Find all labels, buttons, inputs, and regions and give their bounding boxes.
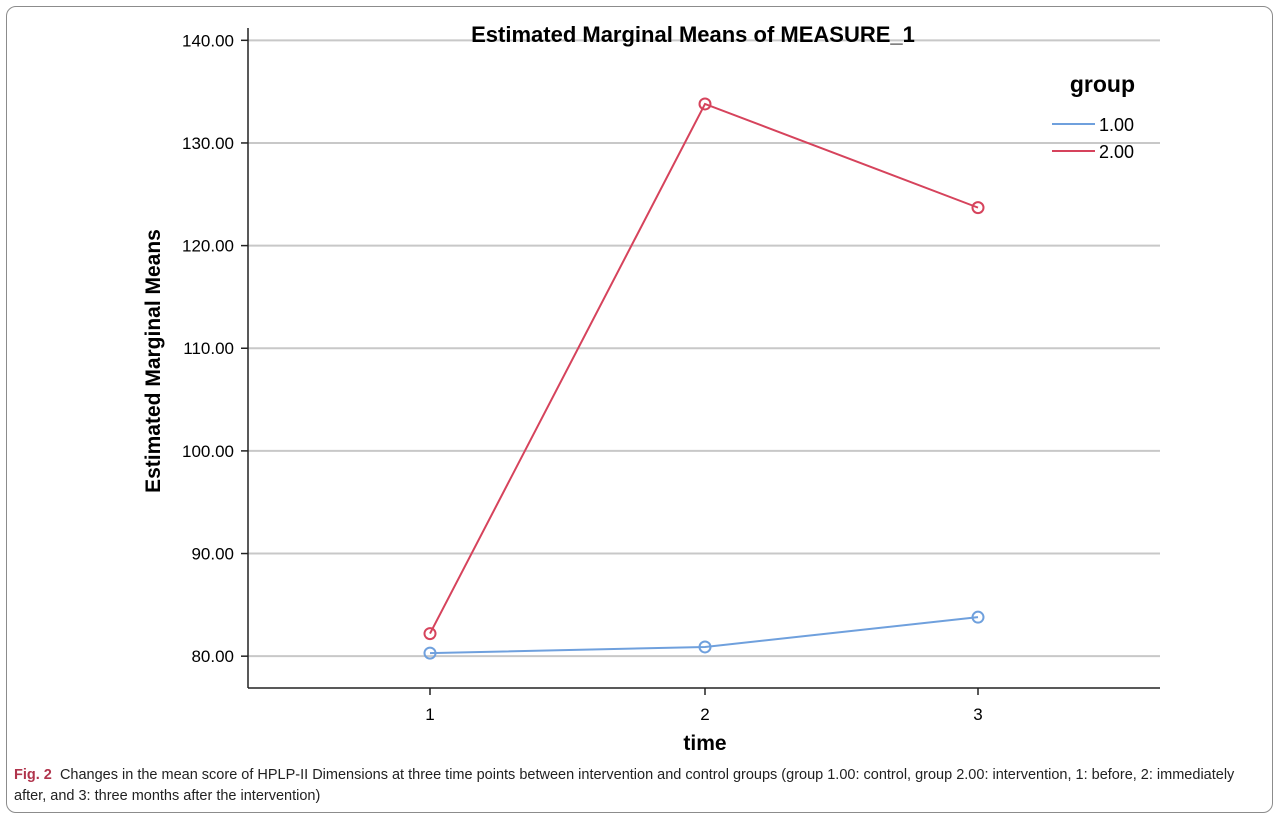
data-point: [971, 201, 985, 215]
y-tick-label: 80.00: [191, 647, 234, 666]
y-tick-label: 110.00: [183, 339, 234, 358]
y-tick-label: 130.00: [182, 134, 234, 153]
x-tick-label: 2: [700, 705, 709, 724]
figure-caption: Fig. 2 Changes in the mean score of HPLP…: [14, 765, 1264, 807]
legend: group 1.00 2.00: [1052, 71, 1135, 162]
series-1.00: [423, 610, 985, 660]
data-series: [423, 97, 985, 660]
x-tick-label: 3: [973, 705, 982, 724]
figure-frame: [6, 6, 1273, 813]
data-point: [423, 627, 437, 641]
legend-label: 2.00: [1099, 142, 1134, 162]
legend-label: 1.00: [1099, 115, 1134, 135]
y-tick-label: 90.00: [191, 545, 234, 564]
chart-title: Estimated Marginal Means of MEASURE_1: [471, 22, 915, 47]
series-line: [429, 102, 979, 635]
x-tick-label: 1: [425, 705, 434, 724]
x-axis-label: time: [683, 732, 726, 755]
y-axis-label: Estimated Marginal Means: [142, 229, 165, 493]
data-point: [423, 646, 437, 660]
axes: [247, 28, 1160, 689]
series-2.00: [423, 97, 985, 641]
caption-text: Changes in the mean score of HPLP-II Dim…: [14, 767, 1235, 804]
line-chart: 80.00 90.00 100.00 110.00 120.00 130.00 140.00…: [142, 22, 1160, 755]
caption-lead: Fig. 2: [14, 767, 52, 783]
data-point: [698, 97, 712, 111]
y-tick-label: 140.00: [182, 31, 234, 50]
data-point: [971, 610, 985, 624]
tick-labels: 80.00 90.00 100.00 110.00 120.00 130.00 140.00…: [182, 31, 983, 724]
y-tick-label: 120.00: [182, 237, 234, 256]
data-point: [698, 640, 712, 654]
grid-lines: [248, 39, 1160, 658]
legend-title: group: [1070, 71, 1135, 97]
y-tick-label: 100.00: [182, 442, 234, 461]
series-line: [429, 616, 979, 655]
